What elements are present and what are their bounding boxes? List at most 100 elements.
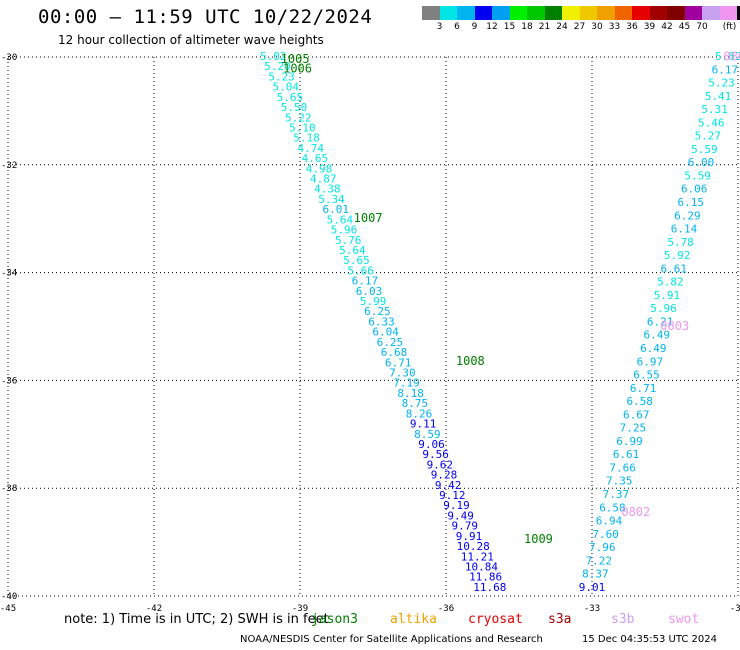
colorbar-tick: 6: [454, 22, 460, 32]
swh-value: 5.76: [335, 234, 362, 247]
swh-value: 9.62: [427, 458, 454, 471]
swh-value: 9.42: [435, 479, 462, 492]
swh-value: 11.21: [461, 550, 494, 563]
colorbar-tick: (ft): [722, 22, 737, 32]
swh-value: 5.22: [285, 111, 312, 124]
swh-value: 9.11: [410, 418, 437, 431]
swh-value: 4.65: [302, 152, 329, 165]
colorbar-tick: 70: [696, 22, 708, 32]
swh-value: 5.82: [715, 50, 740, 63]
colorbar-tick: 18: [521, 22, 533, 32]
x-tick-label: -39: [292, 604, 308, 614]
swh-value: 9.19: [443, 499, 470, 512]
swh-value: 5.59: [691, 143, 718, 156]
colorbar-swatch: [597, 6, 615, 20]
swh-value: 5.65: [343, 254, 370, 267]
swh-value: 6.58: [599, 501, 626, 514]
colorbar-tick: 27: [573, 22, 586, 32]
swh-value: 6.71: [385, 356, 412, 369]
swh-value: 6.03: [356, 285, 383, 298]
credit-line: NOAA/NESDIS Center for Satellite Applica…: [240, 634, 543, 645]
swh-value: 6.15: [678, 196, 705, 209]
colorbar-tick: 15: [503, 22, 516, 32]
swh-value: 9.49: [447, 509, 474, 522]
colorbar-swatch: [527, 6, 545, 20]
swh-value: 5.02: [260, 50, 287, 63]
satellite-legend-swot: swot: [668, 612, 700, 627]
colorbar-swatch: [667, 6, 685, 20]
pass-time-label: 1007: [354, 211, 383, 225]
swh-value: 5.34: [318, 193, 345, 206]
swh-value: 5.66: [347, 264, 374, 277]
plot-frame: [7, 56, 739, 597]
colorbar-tick: 30: [591, 22, 603, 32]
colorbar-tick: 3: [436, 22, 443, 32]
swh-value: 6.67: [623, 408, 650, 421]
swh-value: 9.06: [418, 438, 445, 451]
pass-time-label: 1008: [456, 354, 485, 368]
pass-time-label: 0802: [621, 505, 650, 519]
swh-value: 6.97: [637, 355, 664, 368]
swh-value: 6.55: [633, 369, 660, 382]
swh-value: 5.91: [654, 289, 681, 302]
swh-value: 5.64: [327, 213, 354, 226]
time-labels: 100510061007100810090801080008030802: [281, 50, 740, 546]
swh-value: 5.96: [331, 224, 358, 237]
swh-value: 9.12: [439, 489, 466, 502]
swh-value: 4.98: [306, 162, 333, 175]
y-tick-label: -40: [1, 592, 17, 602]
swh-value: 9.56: [422, 448, 449, 461]
colorbar-tick: 45: [678, 22, 691, 32]
swh-value: 5.65: [277, 91, 304, 104]
swh-value: 4.38: [314, 183, 341, 196]
swh-value: 7.60: [592, 528, 619, 541]
swh-value: 7.37: [603, 488, 630, 501]
satellite-legend-s3a: s3a: [548, 612, 572, 627]
swh-value: 7.35: [606, 475, 633, 488]
swh-value: 5.92: [664, 249, 691, 262]
swh-value: 4.87: [310, 173, 337, 186]
pass-time-label: 1009: [524, 532, 553, 546]
swh-value: 9.79: [452, 520, 479, 533]
swh-value: 6.00: [688, 156, 715, 169]
swh-value: 6.06: [681, 183, 708, 196]
chart-title: 00:00 – 11:59 UTC 10/22/2024: [38, 6, 373, 28]
swh-value: 5.50: [281, 101, 308, 114]
colorbar-swatch: [544, 6, 562, 20]
colorbar-tick: 33: [608, 22, 621, 32]
swh-value: 6.14: [671, 223, 698, 236]
colorbar-swatch: [492, 6, 510, 20]
colorbar-swatch: [649, 6, 667, 20]
colorbar-swatch: [422, 6, 440, 20]
y-tick-label: -30: [1, 53, 17, 63]
swh-value: 7.22: [586, 554, 613, 567]
satellite-legend-cryosat: cryosat: [468, 612, 523, 627]
swh-value: 6.61: [661, 262, 688, 275]
colorbar-swatch: [562, 6, 580, 20]
swh-value: 6.61: [613, 448, 640, 461]
colorbar-swatch: [719, 6, 737, 20]
swh-value: 5.31: [701, 103, 728, 116]
swh-value: 10.84: [465, 560, 498, 573]
pass-time-label: 1005: [281, 52, 310, 66]
x-tick-label: -42: [146, 604, 162, 614]
swh-value: 6.25: [377, 336, 404, 349]
colorbar-swatch: [702, 6, 720, 20]
swh-value: 6.68: [381, 346, 408, 359]
swh-value: 7.19: [393, 377, 420, 390]
colorbar-swatch: [474, 6, 492, 20]
swh-value: 5.18: [293, 132, 320, 145]
swh-value: 6.01: [322, 203, 349, 216]
swh-value: 5.20: [264, 60, 291, 73]
colorbar-swatch: [684, 6, 702, 20]
colorbar-tick: 24: [556, 22, 568, 32]
swh-value: 6.33: [368, 315, 395, 328]
footer-note: note: 1) Time is in UTC; 2) SWH is in fe…: [64, 612, 329, 627]
pass-time-label: 0803: [660, 319, 689, 333]
swh-value: 6.49: [640, 342, 667, 355]
swh-value: 7.66: [609, 461, 636, 474]
swh-value: 6.99: [616, 435, 643, 448]
swh-value: 5.23: [708, 77, 735, 90]
wave-height-colorbar: [422, 6, 740, 20]
